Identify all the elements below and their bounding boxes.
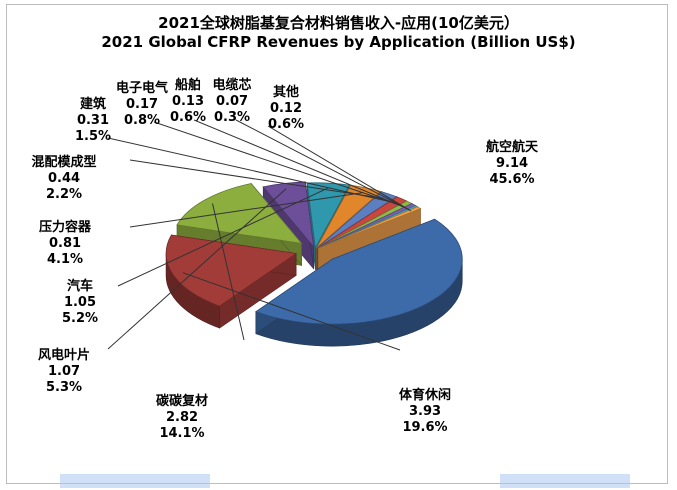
slice-0 [254,218,463,325]
leader-line-2 [212,203,245,341]
slice-label-name: 汽车 [66,279,93,294]
leader-line-8 [153,121,403,207]
slice-label-percent: 4.1% [46,252,84,267]
pie-tops [165,181,463,325]
slice-label-8: 电子电气 0.17 0.8% [116,81,168,129]
slice-label-2: 碳碳复材 2.82 14.1% [156,394,208,442]
slice-label-5: 压力容器 0.81 4.1% [39,220,91,268]
slice-1 [165,234,298,307]
slice-label-name: 电缆芯 [212,78,252,93]
slice-label-percent: 19.6% [402,420,448,435]
slice-label-7: 建筑 0.31 1.5% [75,97,111,145]
slice-label-name: 体育休闲 [398,388,452,403]
slice-label-name: 其他 [272,85,299,100]
slice-11 [317,206,422,249]
slice-label-10: 电缆芯 0.07 0.3% [212,78,251,126]
slice-label-value: 1.05 [63,295,97,310]
slice-label-value: 1.07 [47,364,81,379]
slice-label-percent: 2.2% [45,187,83,202]
leader-line-4 [117,187,328,287]
slice-label-9: 船舶 0.13 0.6% [170,78,206,126]
slice-label-percent: 0.3% [213,110,251,125]
slice-label-3: 风电叶片 1.07 5.3% [38,348,90,396]
slice-2 [176,183,303,244]
slice-label-value: 2.82 [165,410,199,425]
leader-line-10 [235,119,409,210]
slice-label-name: 混配模成型 [31,155,97,170]
slice-label-name: 船舶 [174,78,201,93]
chart-title: 2021全球树脂基复合材料销售收入-应用(10亿美元） [158,14,519,32]
slice-label-value: 9.14 [495,156,529,171]
slice-label-name: 建筑 [79,97,106,112]
slice-label-percent: 0.8% [123,113,161,128]
slice-label-value: 0.81 [48,236,82,251]
leader-line-9 [193,119,407,209]
slice-label-6: 混配模成型 0.44 2.2% [31,155,96,203]
slice-label-percent: 14.1% [159,426,205,441]
slice-label-percent: 5.3% [45,380,83,395]
slice-label-percent: 0.6% [169,110,207,125]
slice-label-name: 压力容器 [38,220,92,235]
leader-lines [107,119,412,351]
chart-subtitle: 2021 Global CFRP Revenues by Application… [101,33,576,51]
leader-line-1 [182,272,401,351]
watermark-band-right [500,474,630,488]
slice-label-value: 0.13 [171,94,205,109]
slice-label-4: 汽车 1.05 5.2% [62,279,98,327]
slice-label-value: 3.93 [408,404,442,419]
slice-label-name: 碳碳复材 [155,394,209,409]
slice-label-value: 0.12 [269,101,303,116]
slice-label-0: 航空航天 9.14 45.6% [486,140,538,188]
slice-label-name: 风电叶片 [37,348,91,363]
slice-label-value: 0.07 [215,94,249,109]
slice-label-percent: 1.5% [74,129,112,144]
leader-line-7 [107,137,396,204]
slice-label-name: 电子电气 [115,81,169,96]
leader-line-5 [129,192,363,228]
slice-label-name: 航空航天 [485,140,539,155]
slice-label-percent: 0.6% [267,117,305,132]
leader-line-11 [267,125,412,212]
slice-label-value: 0.17 [125,97,159,112]
slice-label-1: 体育休闲 3.93 19.6% [399,388,451,436]
slice-label-percent: 45.6% [489,172,535,187]
slice-label-11: 其他 0.12 0.6% [268,85,304,133]
leader-line-3 [107,188,287,350]
slice-label-value: 0.44 [47,171,81,186]
slice-label-value: 0.31 [76,113,110,128]
watermark-band-left [60,474,210,488]
leader-line-6 [129,159,384,199]
slice-label-percent: 5.2% [61,311,99,326]
